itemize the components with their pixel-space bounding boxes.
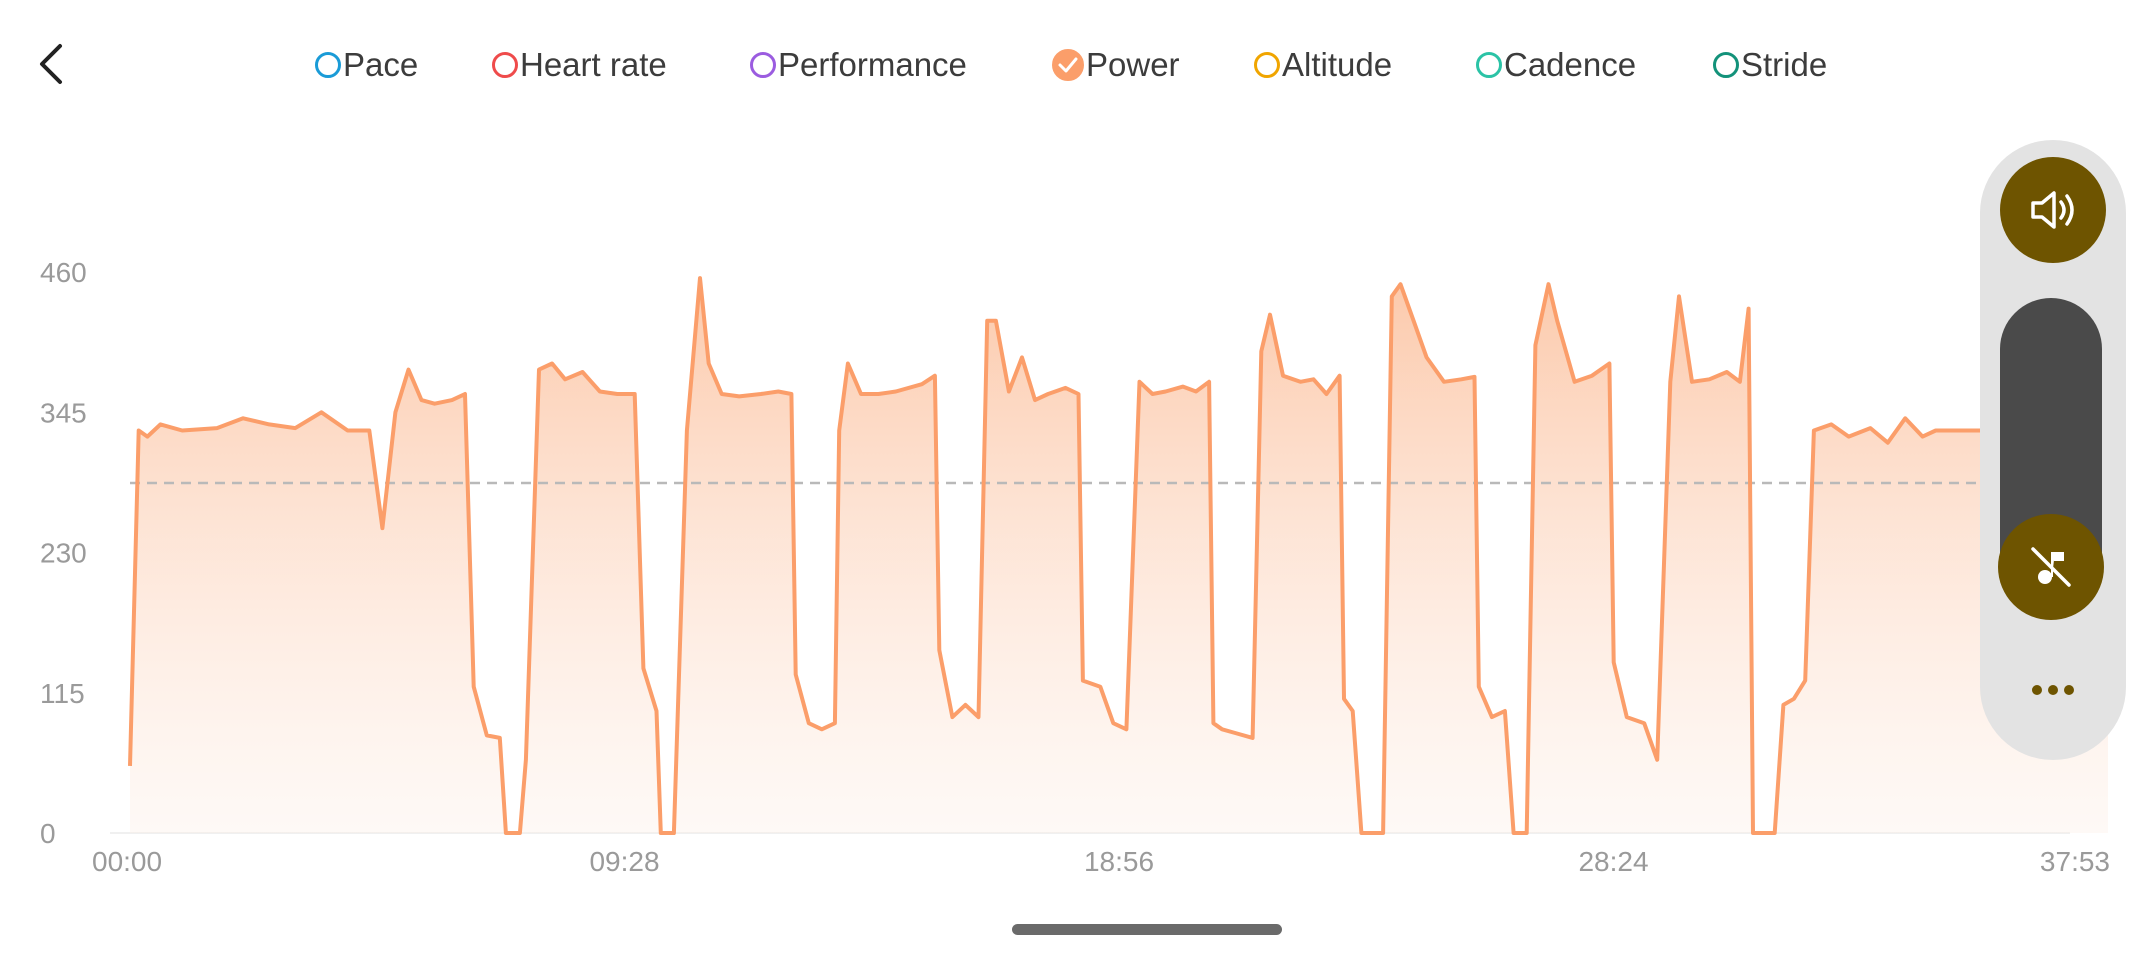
power-area: [130, 278, 2108, 834]
y-tick-label: 230: [40, 538, 87, 569]
y-tick-label: 345: [40, 397, 87, 428]
home-indicator[interactable]: [1012, 924, 1282, 935]
legend-item-altitude[interactable]: Altitude: [1254, 40, 1392, 90]
legend-label: Heart rate: [520, 46, 667, 83]
power-series-line: [128, 276, 2108, 835]
circle-icon: [750, 52, 776, 78]
circle-icon: [315, 52, 341, 78]
legend-item-cadence[interactable]: Cadence: [1476, 40, 1636, 90]
x-tick-label: 37:53: [2040, 846, 2110, 877]
more-icon: [2032, 685, 2074, 695]
more-button[interactable]: [2020, 666, 2086, 714]
legend-label: Cadence: [1504, 46, 1637, 83]
checked-circle-icon: [1052, 49, 1084, 81]
sound-button[interactable]: [2000, 157, 2106, 263]
speaker-icon: [2031, 191, 2074, 229]
legend-label: Stride: [1741, 46, 1828, 83]
x-tick-label: 00:00: [92, 846, 162, 877]
legend-label: Altitude: [1282, 46, 1393, 83]
legend-label: Performance: [778, 46, 967, 83]
legend-item-heart-rate[interactable]: Heart rate: [492, 40, 667, 90]
circle-icon: [492, 52, 518, 78]
x-tick-label: 09:28: [589, 846, 659, 877]
circle-icon: [1254, 52, 1280, 78]
chevron-left-icon: [40, 44, 62, 84]
legend-label: Power: [1086, 46, 1180, 83]
y-tick-label: 0: [40, 818, 56, 849]
legend-item-performance[interactable]: Performance: [750, 40, 967, 90]
legend-item-pace[interactable]: Pace: [315, 40, 418, 90]
y-tick-label: 460: [40, 257, 87, 288]
y-tick-label: 115: [40, 678, 85, 709]
x-tick-label: 28:24: [1578, 846, 1648, 877]
music-off-icon: [2031, 547, 2071, 587]
legend-label: Pace: [343, 46, 419, 83]
circle-icon: [1713, 52, 1739, 78]
back-button[interactable]: [30, 36, 80, 92]
circle-icon: [1476, 52, 1502, 78]
x-tick-label: 18:56: [1084, 846, 1154, 877]
legend-item-power[interactable]: Power: [1052, 40, 1180, 90]
mute-music-button[interactable]: [1998, 514, 2104, 620]
legend-item-stride[interactable]: Stride: [1713, 40, 1827, 90]
metric-legend: Pace Heart rate Performance Power Altitude Ca…: [0, 40, 2142, 90]
